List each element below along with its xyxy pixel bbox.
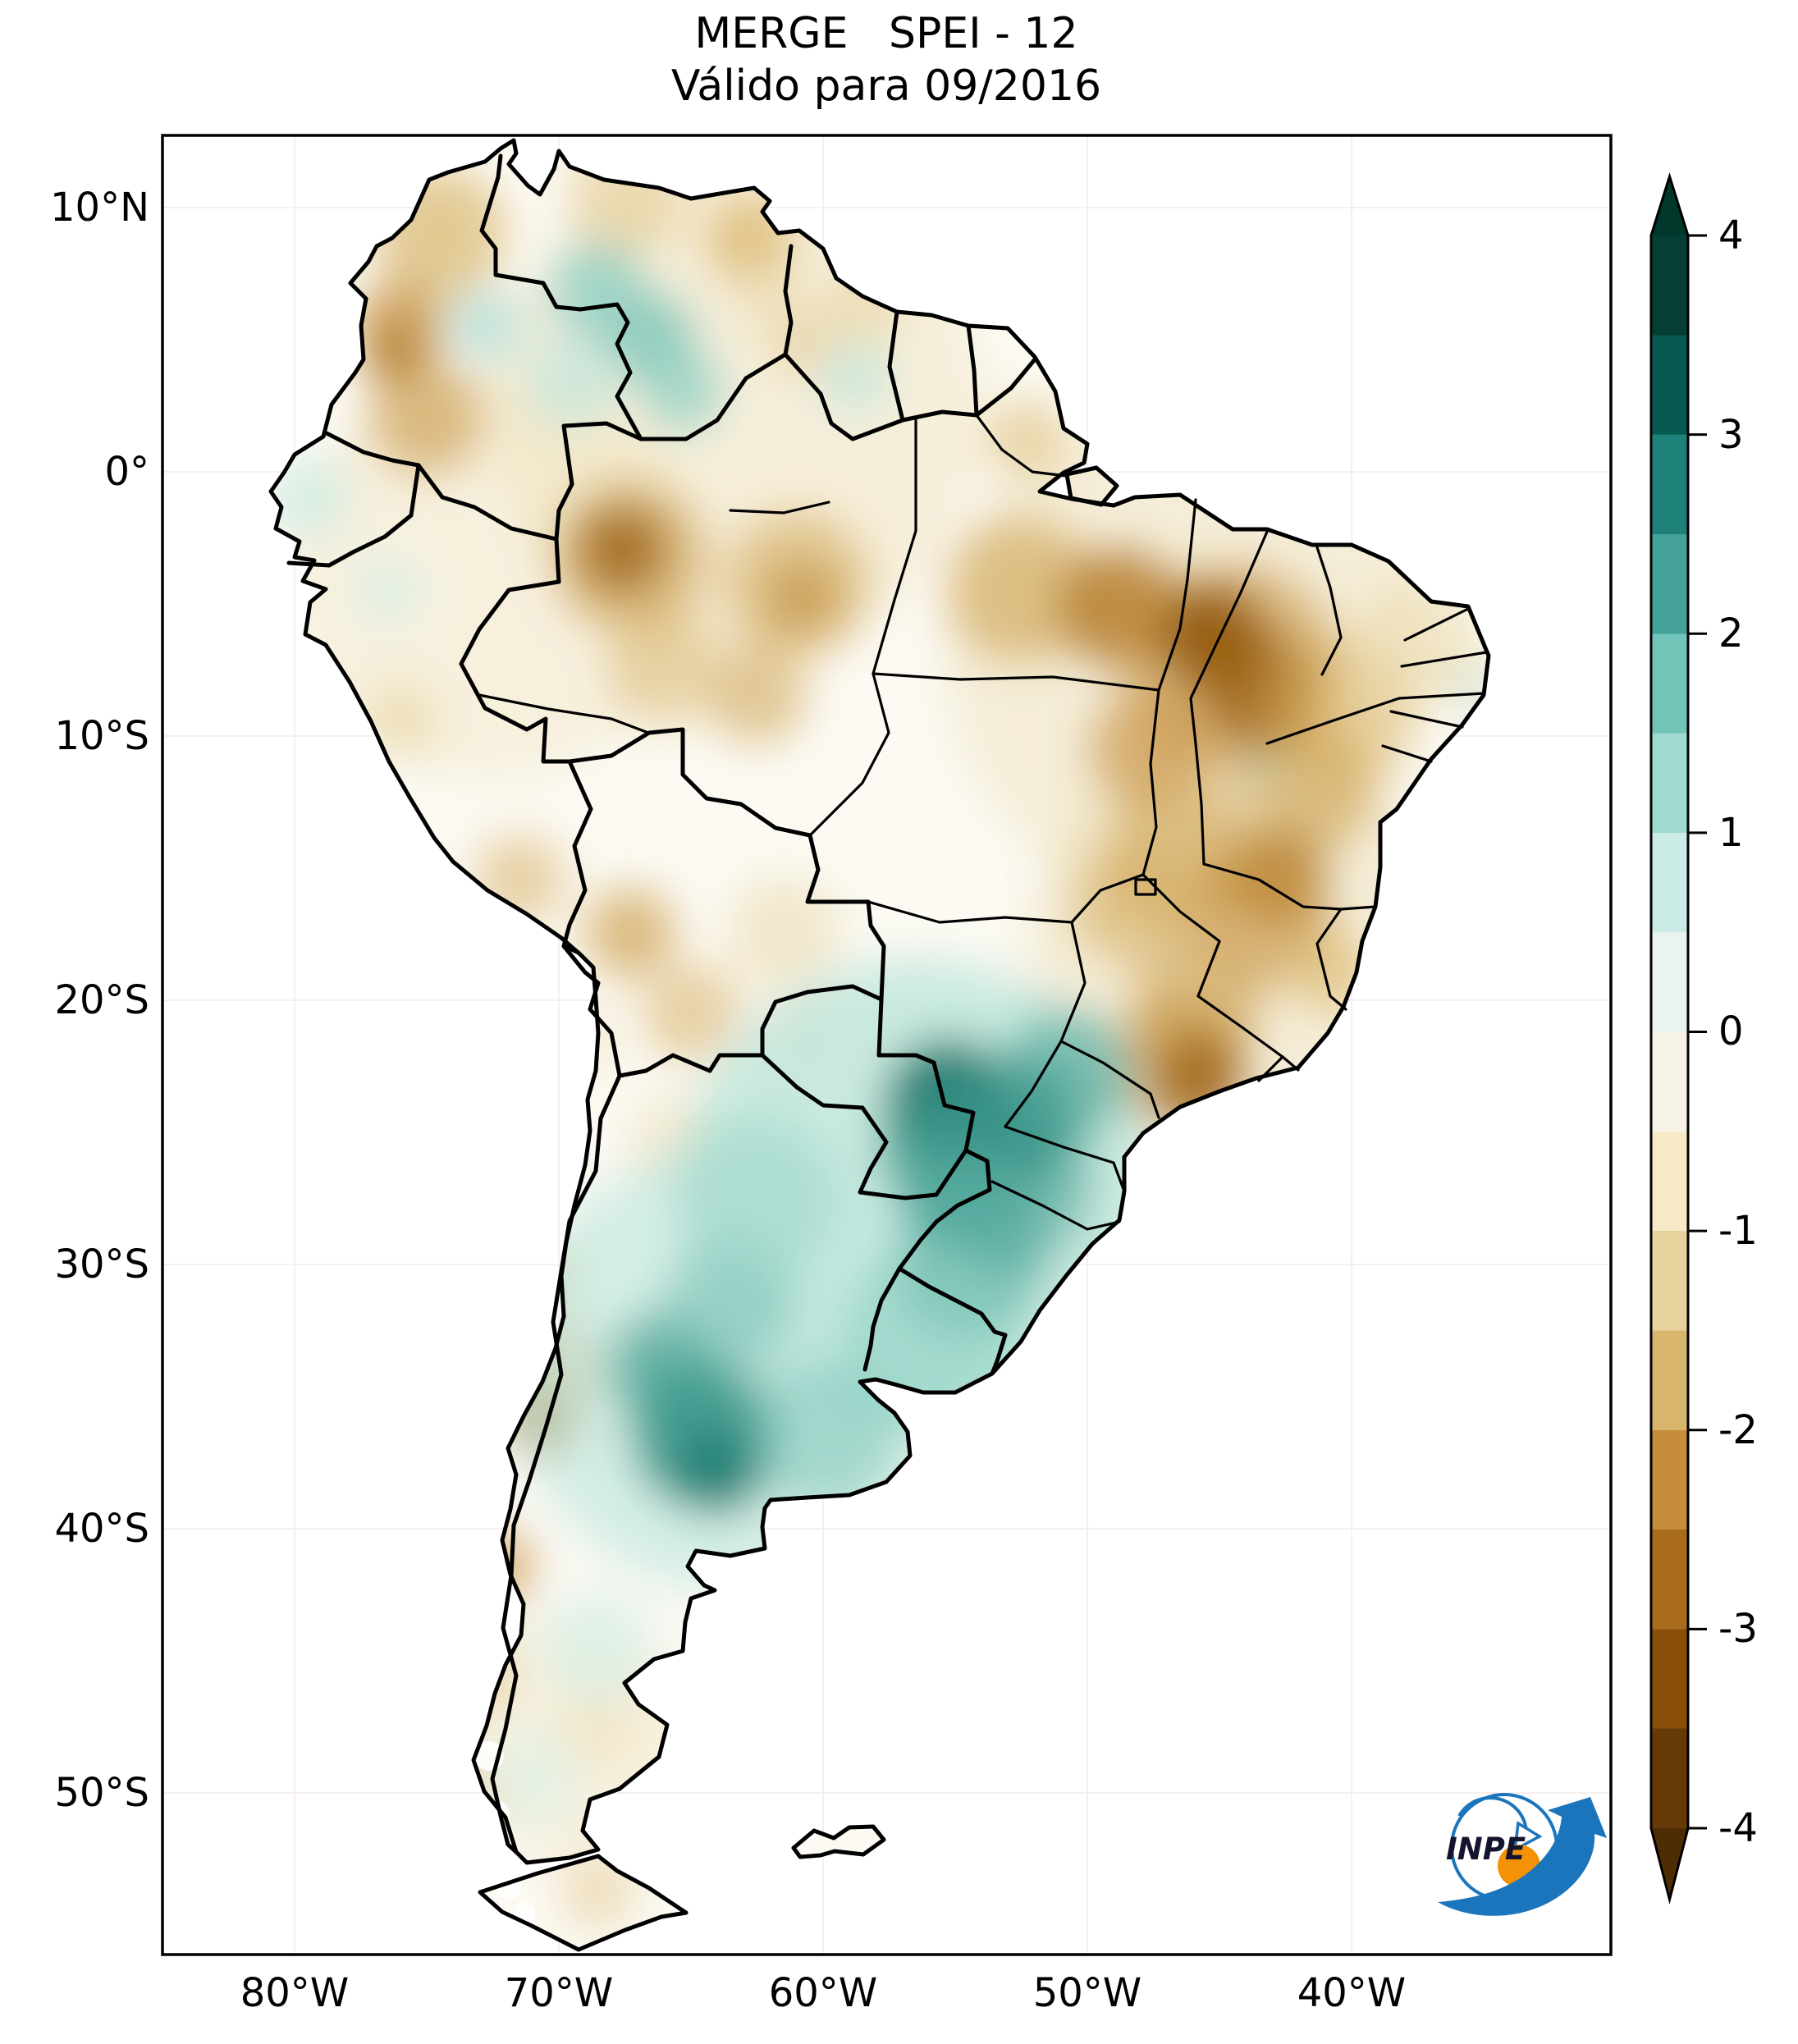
land-area [271,140,1489,1950]
country-borders [286,153,1037,1854]
y-tick-30s: 30°S [54,1241,149,1287]
y-tick-10s: 10°S [54,713,149,759]
colorbar-tick-label: 3 [1718,412,1744,458]
x-tick-70w: 70°W [504,1970,614,2016]
inpe-logo: INPE [1438,1793,1607,1916]
inpe-logo-big-arrow [1438,1797,1607,1916]
colorbar-arrow-bottom [1651,1828,1688,1900]
plot-frame [161,134,1613,1956]
x-tick-50w: 50°W [1032,1970,1142,2016]
coastline [268,138,1491,1952]
colorbar-tick-label: -2 [1718,1407,1758,1453]
colorbar-tick-label: -1 [1718,1208,1758,1254]
state-borders [478,414,1488,1231]
inpe-logo-text: INPE [1446,1831,1526,1867]
y-tick-10n: 10°N [50,185,149,231]
inpe-logo-swirl [1457,1796,1528,1832]
y-tick-50s: 50°S [54,1770,149,1816]
y-tick-40s: 40°S [54,1506,149,1552]
colorbar-tick-marks [1688,234,1707,1830]
inpe-logo-swirl-arrowhead [1512,1821,1543,1853]
colorbar-tick-label: 0 [1718,1008,1744,1054]
colorbar-tick-label: -3 [1718,1606,1758,1652]
x-tick-40w: 40°W [1297,1970,1407,2016]
chart-title: MERGE SPEI - 12 [694,9,1078,58]
colorbar-tick-label: 2 [1718,610,1744,656]
colorbar-gradient [1651,235,1688,1828]
y-tick-20s: 20°S [54,977,149,1023]
y-tick-0: 0° [104,449,149,495]
colorbar-arrow-top [1651,176,1688,235]
colorbar [1649,171,1707,1905]
colorbar-tick-label: -4 [1718,1805,1758,1851]
x-tick-80w: 80°W [240,1970,350,2016]
colorbar-tick-label: 4 [1718,213,1744,258]
chart-subtitle: Válido para 09/2016 [670,62,1102,111]
colorbar-tick-label: 1 [1718,810,1744,856]
x-tick-60w: 60°W [768,1970,878,2016]
